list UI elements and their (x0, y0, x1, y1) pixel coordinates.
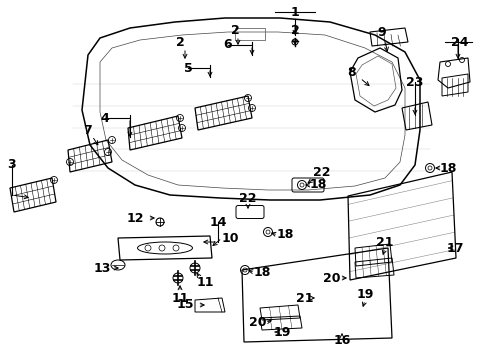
Text: 2: 2 (230, 23, 239, 36)
Text: 12: 12 (126, 211, 143, 225)
Text: 9: 9 (377, 26, 386, 39)
Text: 8: 8 (347, 66, 356, 78)
Text: 11: 11 (171, 292, 188, 305)
Text: 15: 15 (176, 298, 193, 311)
Text: 18: 18 (438, 162, 456, 175)
Text: 21: 21 (375, 235, 393, 248)
Text: 20: 20 (323, 271, 340, 284)
Text: 23: 23 (406, 76, 423, 89)
Text: 10: 10 (221, 231, 238, 244)
Text: 18: 18 (309, 179, 326, 192)
Text: 13: 13 (93, 261, 110, 274)
Text: 6: 6 (223, 39, 232, 51)
Text: 4: 4 (101, 112, 109, 125)
Text: 18: 18 (276, 229, 293, 242)
Text: 20: 20 (249, 315, 266, 328)
Text: 7: 7 (83, 123, 92, 136)
Text: 22: 22 (239, 192, 256, 204)
Text: 21: 21 (296, 292, 313, 305)
Text: 3: 3 (8, 158, 16, 171)
Text: 22: 22 (313, 166, 330, 179)
Text: 17: 17 (446, 242, 463, 255)
Text: 11: 11 (196, 275, 213, 288)
Text: 14: 14 (209, 216, 226, 229)
Text: 18: 18 (253, 266, 270, 279)
Text: 16: 16 (333, 333, 350, 346)
Text: 2: 2 (175, 36, 184, 49)
Text: 2: 2 (290, 23, 299, 36)
Text: 24: 24 (450, 36, 468, 49)
Text: 19: 19 (356, 288, 373, 302)
Text: 1: 1 (290, 5, 299, 18)
Text: 19: 19 (273, 325, 290, 338)
Text: 5: 5 (183, 62, 192, 75)
